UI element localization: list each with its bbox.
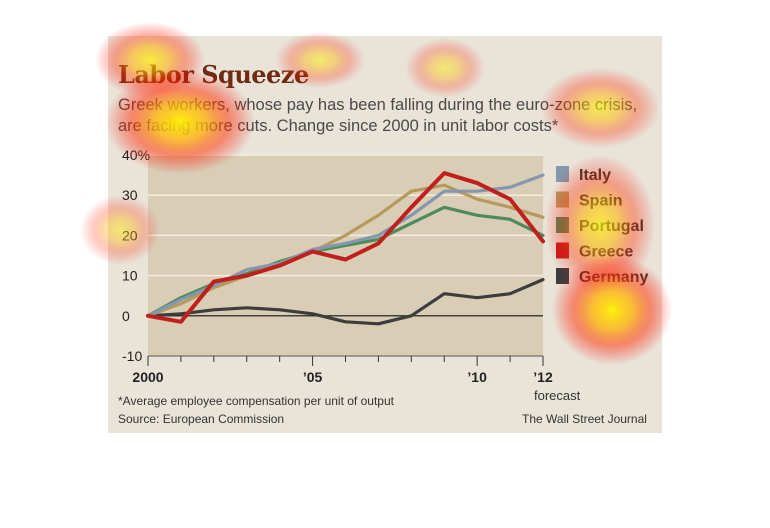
- series-line-italy: [146, 173, 545, 318]
- legend-label: Greece: [579, 244, 633, 261]
- legend-swatch: [556, 166, 569, 182]
- forecast-note: forecast: [534, 388, 581, 403]
- series-lines: [146, 171, 545, 326]
- legend-label: Germany: [579, 269, 648, 286]
- source-note: Source: European Commission: [118, 412, 285, 426]
- legend: Italy Spain Portugal Greece Germany: [556, 166, 648, 286]
- legend-swatch: [556, 242, 569, 259]
- y-axis-ticks: -10 0 10 20 30 40%: [122, 147, 150, 364]
- y-tick-label: 20: [122, 227, 138, 243]
- x-tick-label: ’12: [533, 369, 553, 385]
- legend-label: Portugal: [579, 218, 644, 235]
- y-tick-label: 0: [122, 308, 130, 324]
- footnote: *Average employee compensation per unit …: [118, 394, 394, 408]
- legend-swatch: [556, 191, 569, 208]
- y-tick-label: -10: [122, 348, 142, 364]
- y-tick-label: 10: [122, 268, 138, 284]
- series-line-spain: [146, 183, 545, 318]
- publisher-credit: The Wall Street Journal: [522, 412, 647, 426]
- x-axis-ticks: 2000 ’05 ’10 ’12 forecast: [132, 356, 581, 403]
- legend-swatch: [556, 268, 569, 284]
- series-line-greece: [146, 171, 545, 324]
- y-tick-label: 30: [122, 187, 138, 203]
- legend-label: Spain: [579, 193, 623, 210]
- y-tick-label: 40%: [122, 147, 150, 163]
- legend-label: Italy: [579, 167, 611, 184]
- x-tick-label: ’10: [467, 369, 487, 385]
- legend-swatch: [556, 217, 569, 233]
- x-tick-label: 2000: [132, 369, 163, 385]
- x-tick-label: ’05: [303, 369, 323, 385]
- series-line-germany: [146, 278, 545, 326]
